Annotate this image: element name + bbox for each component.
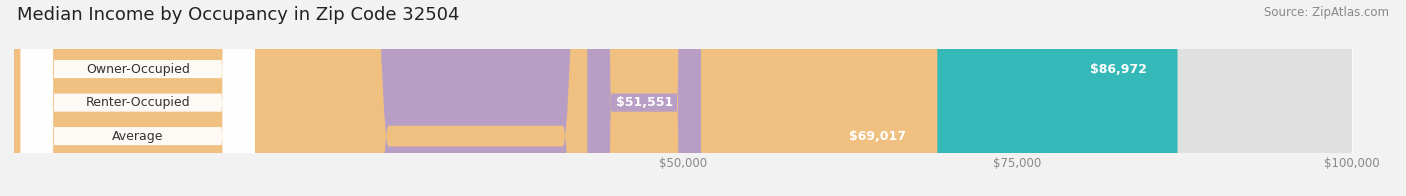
FancyBboxPatch shape	[21, 0, 254, 196]
Text: Owner-Occupied: Owner-Occupied	[86, 63, 190, 76]
FancyBboxPatch shape	[14, 0, 1351, 196]
FancyBboxPatch shape	[21, 0, 254, 196]
FancyBboxPatch shape	[14, 0, 1351, 196]
FancyBboxPatch shape	[14, 0, 1178, 196]
FancyBboxPatch shape	[14, 0, 938, 196]
Text: Source: ZipAtlas.com: Source: ZipAtlas.com	[1264, 6, 1389, 19]
Text: $69,017: $69,017	[849, 130, 907, 143]
Text: $86,972: $86,972	[1090, 63, 1146, 76]
Text: Median Income by Occupancy in Zip Code 32504: Median Income by Occupancy in Zip Code 3…	[17, 6, 460, 24]
FancyBboxPatch shape	[588, 0, 702, 196]
FancyBboxPatch shape	[821, 0, 935, 196]
FancyBboxPatch shape	[14, 0, 1351, 196]
Text: Renter-Occupied: Renter-Occupied	[86, 96, 190, 109]
FancyBboxPatch shape	[14, 0, 703, 196]
Text: $51,551: $51,551	[616, 96, 673, 109]
Text: Average: Average	[112, 130, 163, 143]
FancyBboxPatch shape	[21, 0, 254, 196]
FancyBboxPatch shape	[1062, 0, 1175, 196]
